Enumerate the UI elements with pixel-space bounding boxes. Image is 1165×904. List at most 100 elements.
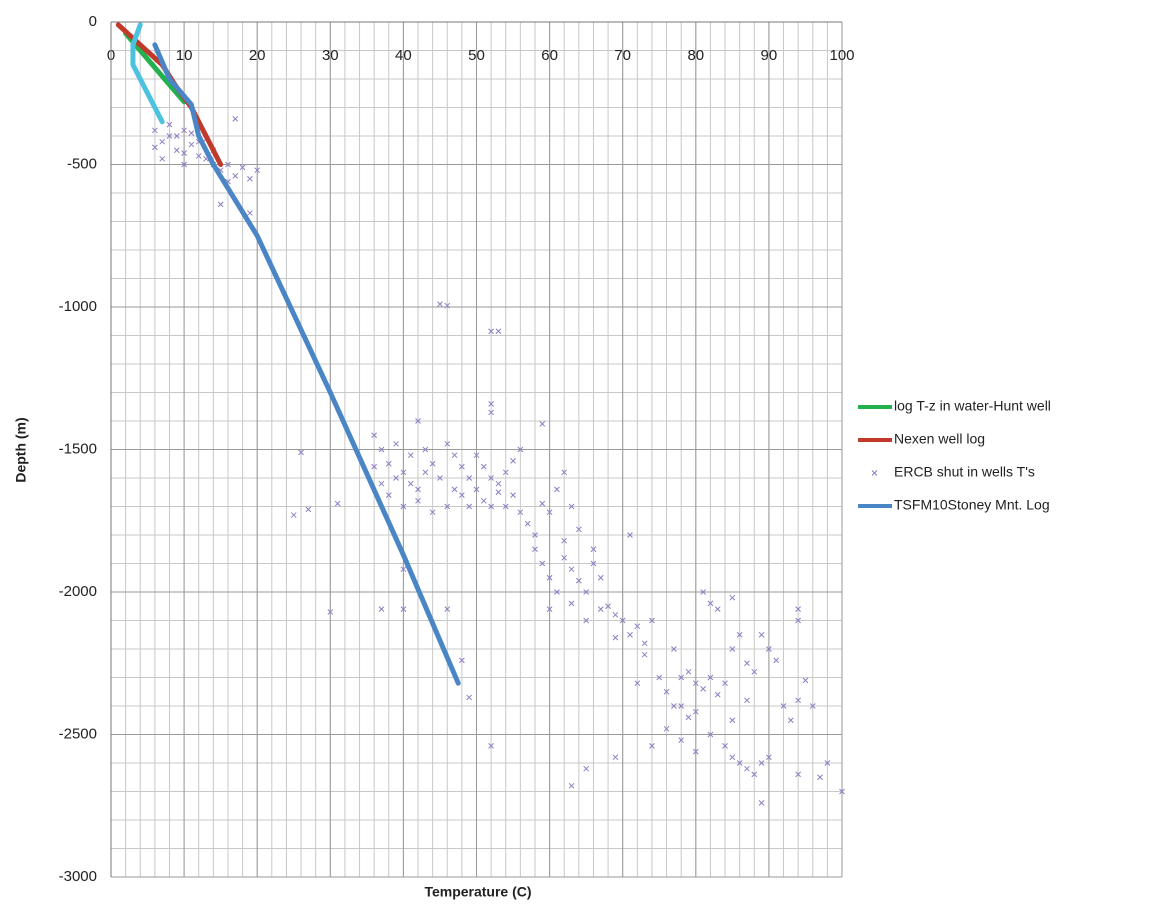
- y-tick-label: -2500: [59, 725, 97, 742]
- scatter-point: [707, 731, 714, 738]
- scatter-point: [232, 173, 239, 179]
- scatter-point: [437, 475, 443, 481]
- scatter-point: [685, 668, 692, 675]
- scatter-point: [714, 691, 721, 698]
- scatter-point: [415, 497, 421, 504]
- scatter-point: [539, 420, 546, 427]
- scatter-point: [239, 164, 246, 171]
- scatter-point: [539, 500, 546, 507]
- scatter-point: [290, 512, 297, 518]
- scatter-point: [722, 680, 728, 687]
- scatter-point: [371, 463, 378, 470]
- legend-label: Nexen well log: [894, 431, 985, 447]
- scatter-point: [495, 328, 502, 335]
- scatter-point: [415, 418, 421, 424]
- scatter-point: [159, 138, 166, 145]
- scatter-point: [649, 743, 655, 749]
- scatter-point: [459, 657, 465, 664]
- scatter-point: [758, 800, 765, 806]
- scatter-point: [575, 577, 582, 584]
- scatter-point: [554, 589, 560, 595]
- scatter-point: [663, 725, 670, 732]
- scatter-point: [217, 201, 224, 208]
- scatter-point: [378, 480, 385, 487]
- scatter-point: [466, 475, 473, 481]
- scatter-point: [678, 737, 685, 744]
- scatter-point: [619, 617, 626, 624]
- scatter-point: [736, 631, 743, 638]
- scatter-point: [488, 409, 494, 416]
- scatter-point: [824, 760, 831, 766]
- scatter-point: [502, 469, 509, 476]
- scatter-point: [247, 210, 253, 216]
- scatter-point: [641, 640, 648, 647]
- scatter-point: [634, 623, 641, 630]
- scatter-point: [795, 697, 801, 704]
- scatter-point: [400, 566, 407, 573]
- scatter-point: [802, 677, 809, 684]
- scatter-point: [590, 560, 597, 567]
- scatter-point: [780, 703, 787, 709]
- x-tick-label: 60: [541, 47, 558, 64]
- y-tick-label: -1000: [59, 298, 97, 315]
- scatter-point: [305, 506, 312, 513]
- scatter-point: [583, 617, 590, 624]
- legend-label: log T-z in water-Hunt well: [894, 398, 1051, 414]
- scatter-point: [554, 486, 560, 493]
- scatter-point: [787, 717, 794, 724]
- x-tick-label: 100: [829, 47, 854, 64]
- scatter-point: [729, 754, 736, 761]
- scatter-point: [407, 480, 414, 487]
- scatter-point: [722, 743, 728, 749]
- scatter-point: [488, 503, 494, 510]
- scatter-point: [568, 566, 575, 573]
- scatter-point: [751, 771, 758, 778]
- scatter-point: [597, 606, 604, 612]
- scatter-point: [400, 469, 407, 476]
- scatter-point: [685, 714, 692, 721]
- scatter-point: [400, 606, 407, 612]
- scatter-point: [517, 446, 524, 453]
- scatter-point: [744, 765, 750, 772]
- scatter-point: [568, 600, 575, 607]
- y-axis-title: Depth (m): [13, 417, 29, 482]
- scatter-point: [444, 503, 451, 510]
- scatter-point: [612, 611, 619, 618]
- scatter-point: [524, 520, 531, 527]
- scatter-point: [502, 503, 509, 510]
- scatter-point: [839, 788, 845, 795]
- scatter-point: [152, 127, 158, 134]
- scatter-point: [692, 748, 699, 755]
- scatter-point: [758, 760, 765, 766]
- scatter-point: [744, 660, 750, 667]
- scatter-point: [437, 301, 443, 308]
- scatter-point: [678, 703, 685, 709]
- scatter-point: [247, 175, 253, 182]
- scatter-point: [459, 492, 465, 498]
- scatter-point: [480, 463, 487, 470]
- scatter-point: [546, 574, 553, 581]
- scatter-point: [393, 475, 399, 481]
- scatter-point: [817, 774, 823, 781]
- x-axis-title: Temperature (C): [424, 884, 531, 900]
- scatter-point: [568, 503, 575, 510]
- y-tick-label: 0: [89, 13, 97, 30]
- x-tick-label: 20: [249, 47, 266, 64]
- scatter-point: [612, 754, 619, 761]
- scatter-point: [451, 486, 458, 493]
- scatter-point: [751, 668, 758, 675]
- scatter-point: [605, 603, 611, 610]
- scatter-point: [671, 646, 677, 652]
- scatter-point: [532, 532, 538, 538]
- scatter-point: [451, 452, 458, 459]
- scatter-point: [692, 708, 699, 715]
- scatter-point: [488, 475, 494, 481]
- legend-swatch: [871, 470, 878, 476]
- y-tick-label: -500: [67, 155, 97, 172]
- scatter-point: [641, 651, 648, 658]
- scatter-point: [225, 161, 231, 168]
- scatter-point: [583, 589, 590, 595]
- scatter-point: [181, 150, 187, 156]
- scatter-point: [766, 646, 772, 652]
